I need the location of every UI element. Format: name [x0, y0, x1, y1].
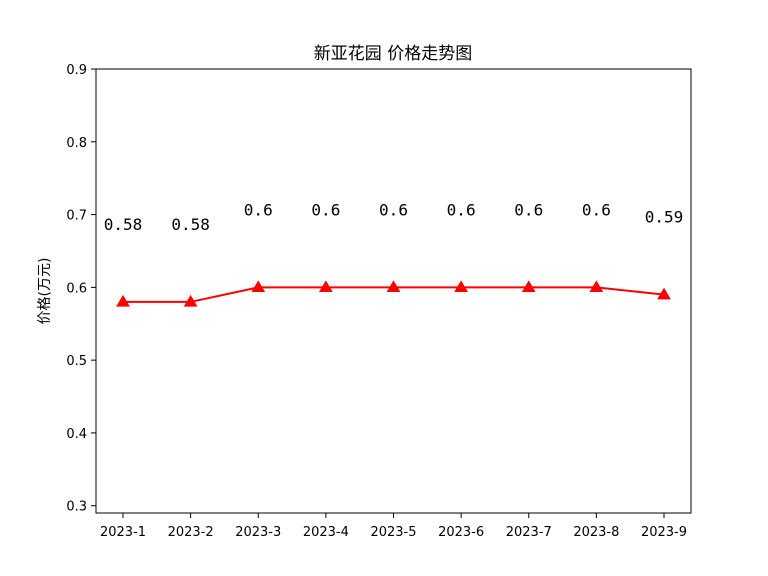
y-axis-label: 价格(万元)	[37, 258, 53, 325]
data-label: 0.6	[379, 200, 408, 219]
series-price	[116, 280, 671, 307]
data-label: 0.6	[582, 200, 611, 219]
data-point-marker	[183, 294, 198, 307]
data-label: 0.6	[447, 200, 476, 219]
data-point-marker	[386, 280, 401, 293]
y-tick-label: 0.8	[66, 136, 87, 151]
data-label: 0.58	[104, 215, 143, 234]
y-tick-label: 0.5	[66, 354, 87, 369]
data-label: 0.6	[514, 200, 543, 219]
data-point-marker	[521, 280, 536, 293]
data-point-marker	[319, 280, 333, 293]
data-point-marker	[251, 280, 266, 293]
y-tick-label: 0.7	[66, 209, 87, 224]
x-tick-label: 2023-6	[438, 525, 484, 540]
x-tick-label: 2023-1	[100, 525, 146, 540]
y-tick-label: 0.3	[66, 500, 87, 515]
y-tick-label: 0.4	[66, 427, 87, 442]
x-tick-label: 2023-8	[573, 525, 619, 540]
x-tick-label: 2023-2	[168, 525, 214, 540]
data-label: 0.58	[171, 215, 210, 234]
x-tick-label: 2023-7	[506, 525, 552, 540]
x-tick-label: 2023-5	[370, 525, 416, 540]
data-point-marker	[454, 280, 468, 293]
y-tick-label: 0.9	[66, 63, 87, 78]
y-axis: 0.3 0.4 0.5 0.6 0.7 0.8 0.9	[66, 63, 96, 515]
data-label: 0.59	[645, 208, 684, 227]
data-label: 0.6	[244, 200, 273, 219]
y-tick-label: 0.6	[66, 281, 87, 296]
data-labels: 0.58 0.58 0.6 0.6 0.6 0.6 0.6 0.6 0.59	[104, 200, 684, 234]
data-label: 0.6	[311, 200, 340, 219]
x-tick-label: 2023-4	[303, 525, 349, 540]
data-point-marker	[116, 294, 130, 307]
x-tick-label: 2023-3	[235, 525, 281, 540]
chart-title: 新亚花园 价格走势图	[314, 44, 472, 64]
data-point-marker	[589, 280, 604, 293]
x-axis: 2023-1 2023-2 2023-3 2023-4 2023-5 2023-6 2023…	[100, 513, 687, 540]
x-tick-label: 2023-9	[641, 525, 687, 540]
data-point-marker	[657, 287, 671, 300]
